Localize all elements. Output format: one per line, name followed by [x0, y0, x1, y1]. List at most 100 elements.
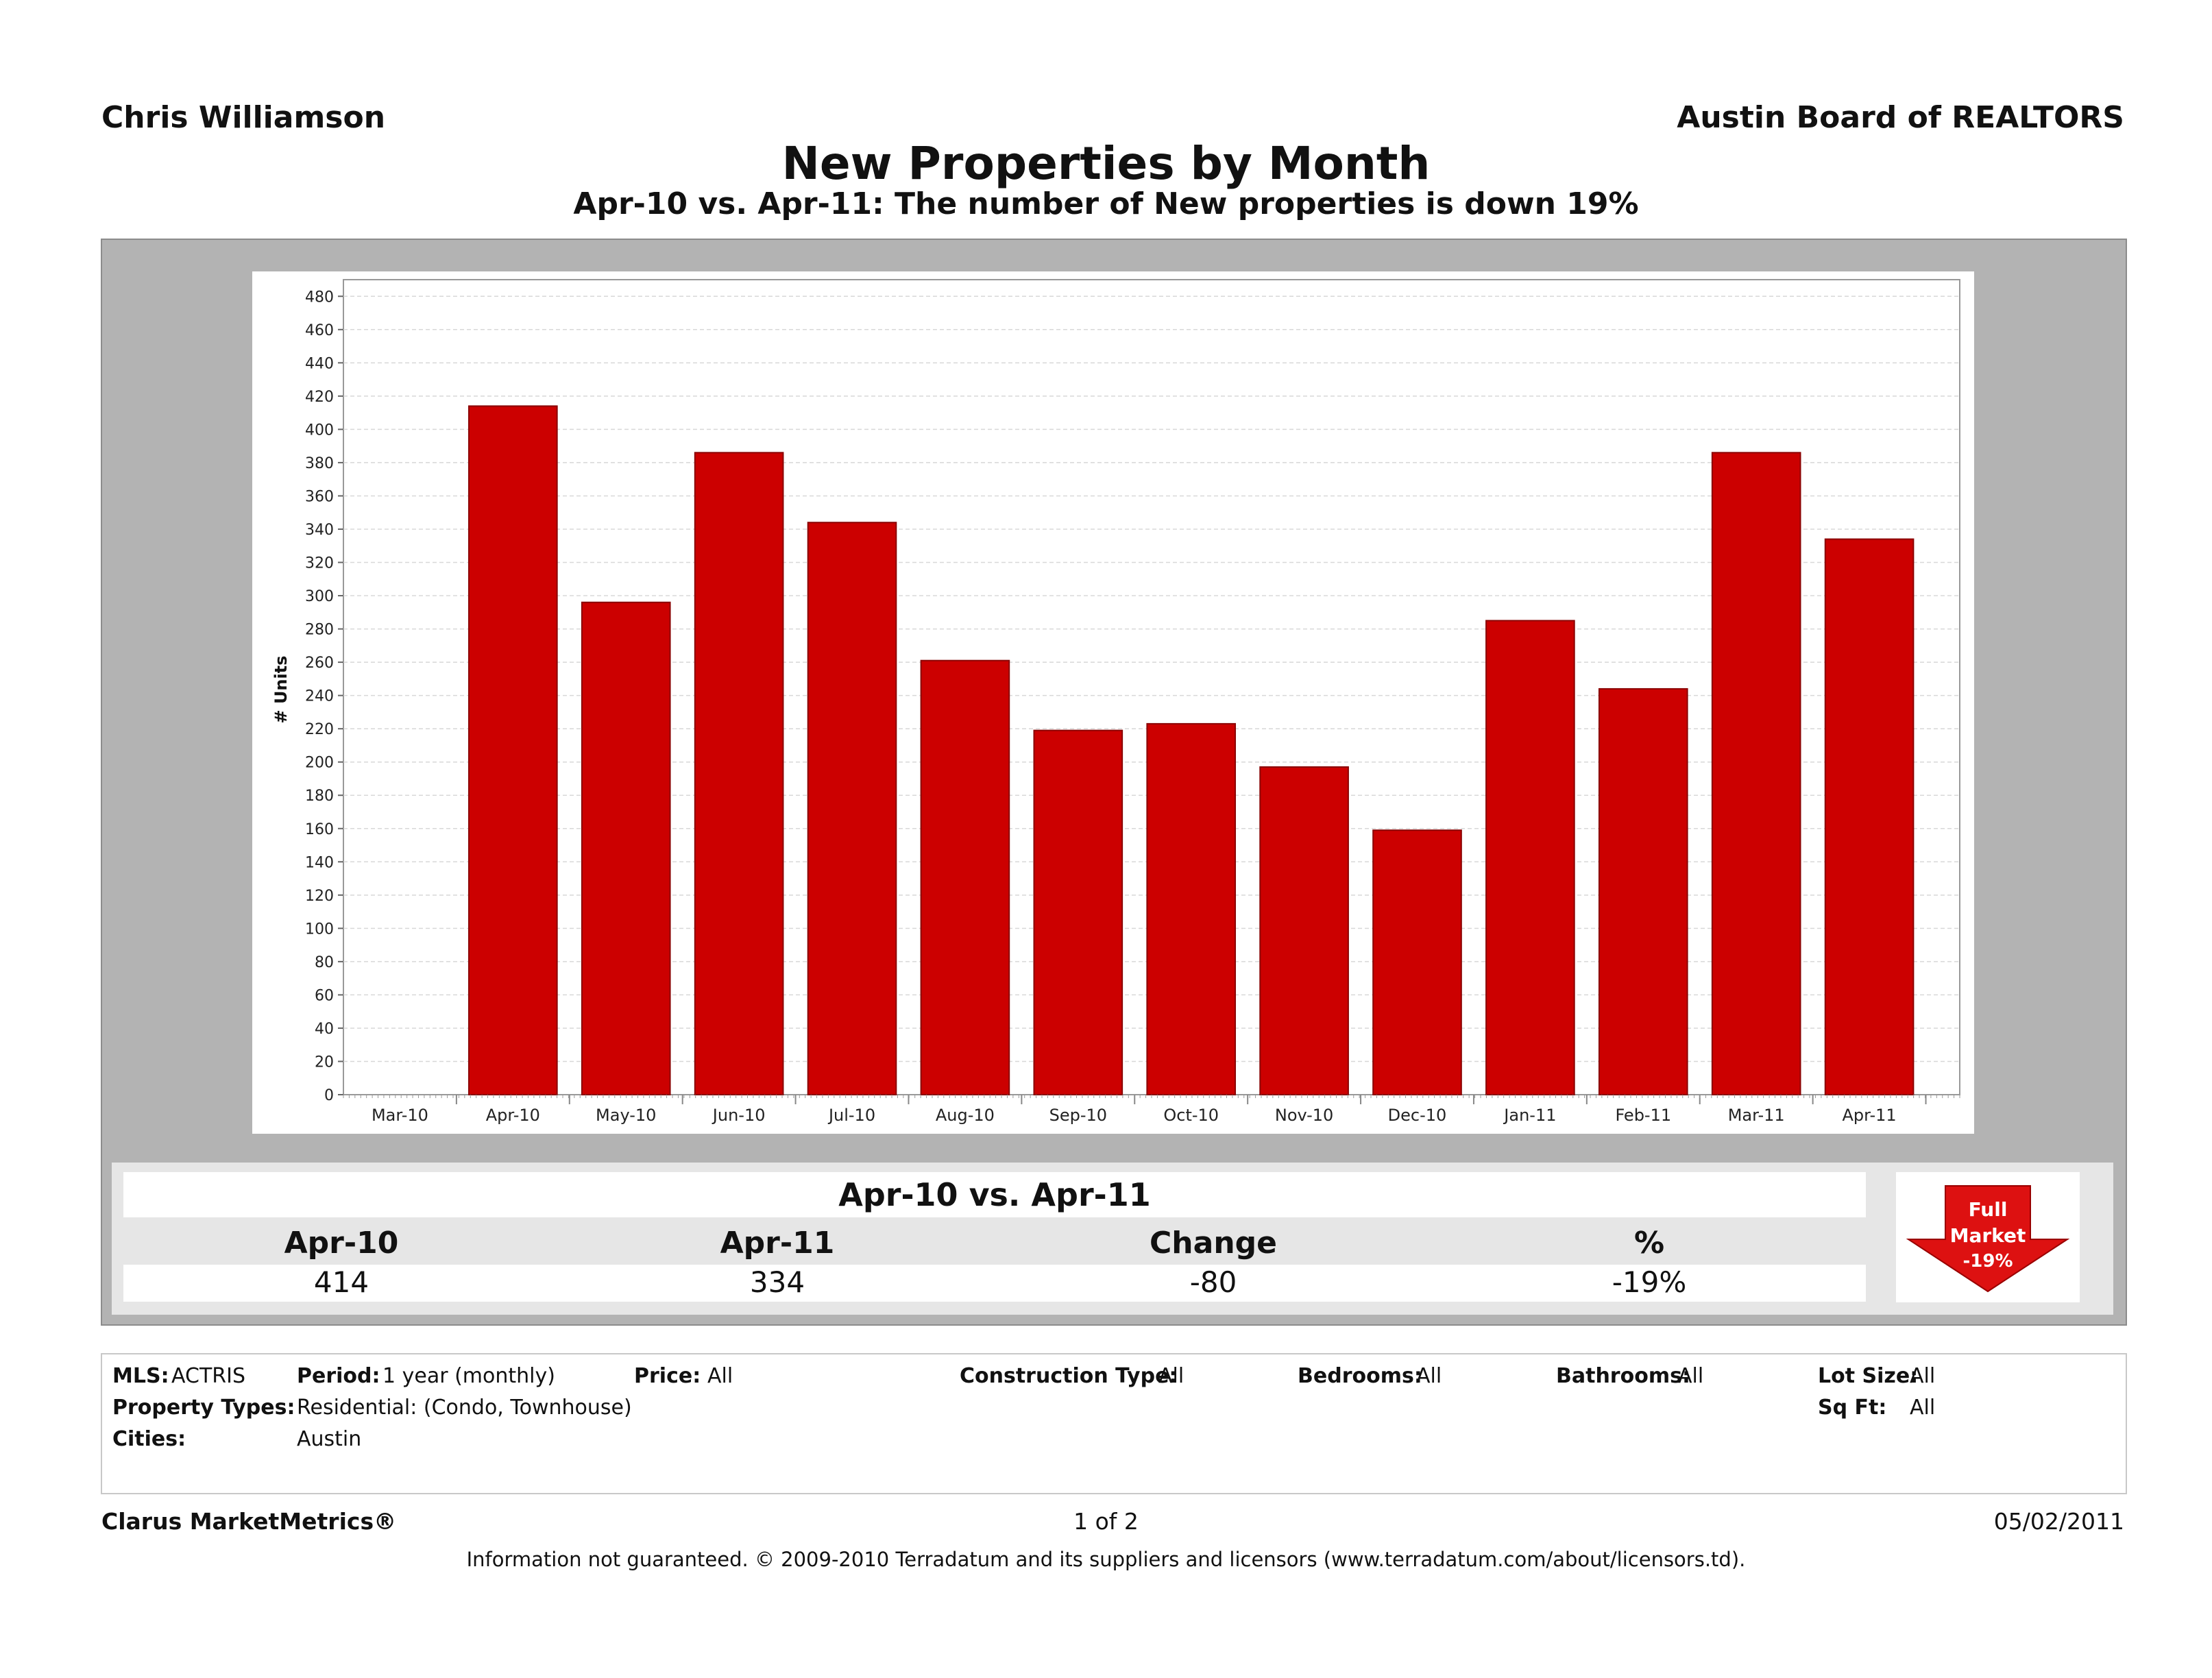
- footer-disclaimer: Information not guaranteed. © 2009-2010 …: [466, 1548, 1746, 1571]
- y-axis: 0 20 40 60 80 100 120 140 160 180 200 220 240 260 280 3…: [305, 289, 343, 1104]
- bar-dec-10: [1372, 829, 1462, 1095]
- summary-apr10-value: 414: [313, 1265, 369, 1299]
- y-tick-label: 180: [305, 788, 334, 805]
- x-tick-label: Nov-10: [1275, 1106, 1333, 1125]
- y-tick-label: 460: [305, 322, 334, 339]
- summary-values-bar: [123, 1265, 1866, 1302]
- bar-jul-10: [807, 522, 897, 1095]
- y-axis-label: # Units: [271, 655, 291, 723]
- filter-property-types-label: Property Types:: [112, 1396, 295, 1420]
- filter-period-label: Period:: [297, 1364, 380, 1388]
- bar-jun-10: [694, 452, 784, 1095]
- y-tick-label: 420: [305, 389, 334, 406]
- filter-property-types-value: Residential: (Condo, Townhouse): [297, 1396, 632, 1420]
- footer-page-number: 1 of 2: [1073, 1508, 1139, 1535]
- y-tick-label: 260: [305, 655, 334, 672]
- y-tick-label: 320: [305, 555, 334, 572]
- filter-bedrooms-value: All: [1416, 1364, 1442, 1388]
- bar-nov-10: [1259, 766, 1349, 1095]
- summary-title-bar: [123, 1172, 1866, 1217]
- bar-oct-10: [1146, 722, 1237, 1095]
- x-tick-label: Apr-10: [486, 1106, 540, 1125]
- down-arrow-icon: Full Market -19%: [1906, 1185, 2070, 1293]
- filter-lot-size-value: All: [1910, 1364, 1936, 1388]
- y-tick-label: 160: [305, 821, 334, 838]
- badge-line1: Full: [1969, 1198, 2008, 1221]
- bar-mar-11: [1711, 452, 1801, 1095]
- filter-bathrooms-label: Bathrooms:: [1556, 1364, 1690, 1388]
- summary-col-apr10-label: Apr-10: [284, 1226, 399, 1261]
- y-tick-label: 240: [305, 688, 334, 705]
- summary-percent-value: -19%: [1612, 1265, 1687, 1299]
- footer-date: 05/02/2011: [1993, 1508, 2124, 1535]
- x-tick-label: Feb-11: [1615, 1106, 1671, 1125]
- y-tick-label: 380: [305, 455, 334, 472]
- x-tick-label: Dec-10: [1388, 1106, 1447, 1125]
- y-tick-label: 80: [315, 954, 334, 971]
- summary-col-change-label: Change: [1150, 1226, 1277, 1261]
- y-tick-label: 300: [305, 588, 334, 605]
- x-tick-label: May-10: [596, 1106, 656, 1125]
- badge-line2: Market: [1950, 1224, 2026, 1247]
- x-tick-label: Mar-10: [372, 1106, 428, 1125]
- y-tick-label: 40: [315, 1021, 334, 1038]
- filter-construction-label: Construction Type:: [960, 1364, 1178, 1388]
- x-tick-label: Jun-10: [712, 1106, 766, 1125]
- summary-change-value: -80: [1189, 1265, 1237, 1299]
- filter-sq-ft-label: Sq Ft:: [1818, 1396, 1887, 1420]
- filter-bedrooms-label: Bedrooms:: [1298, 1364, 1422, 1388]
- x-tick-label: Aug-10: [936, 1106, 995, 1125]
- y-tick-label: 20: [315, 1054, 334, 1071]
- bar-apr-11: [1824, 538, 1915, 1096]
- filter-sq-ft-value: All: [1910, 1396, 1936, 1420]
- y-tick-label: 200: [305, 755, 334, 772]
- y-tick-label: 280: [305, 622, 334, 639]
- bar-chart: 0 20 40 60 80 100 120 140 160 180 200 220 240 260 280 3…: [252, 271, 1974, 1134]
- summary-title: Apr-10 vs. Apr-11: [838, 1176, 1151, 1213]
- y-tick-label: 60: [315, 987, 334, 1004]
- y-tick-label: 0: [324, 1087, 334, 1104]
- agent-name: Chris Williamson: [101, 100, 386, 135]
- x-tick-label: Jan-11: [1503, 1106, 1556, 1125]
- y-tick-label: 440: [305, 355, 334, 372]
- summary-apr11-value: 334: [749, 1265, 805, 1299]
- filter-mls-value: ACTRIS: [171, 1364, 246, 1388]
- x-tick-label: Oct-10: [1163, 1106, 1219, 1125]
- filter-cities-label: Cities:: [112, 1427, 186, 1451]
- y-tick-label: 340: [305, 522, 334, 539]
- filter-cities-value: Austin: [297, 1427, 362, 1451]
- filter-price-value: All: [707, 1364, 733, 1388]
- y-tick-label: 480: [305, 289, 334, 306]
- board-name: Austin Board of REALTORS: [1677, 100, 2124, 135]
- filter-price-label: Price:: [634, 1364, 701, 1388]
- summary-col-apr11-label: Apr-11: [720, 1226, 835, 1261]
- y-tick-label: 100: [305, 921, 334, 938]
- filter-mls-label: MLS:: [112, 1364, 169, 1388]
- x-axis: Mar-10 Apr-10 May-10 Jun-10 Jul-10 Aug-10 Sep-…: [343, 1095, 1960, 1125]
- x-tick-label: Jul-10: [827, 1106, 875, 1125]
- y-tick-label: 400: [305, 422, 334, 439]
- full-market-badge: Full Market -19%: [1896, 1172, 2080, 1302]
- summary-col-percent-label: %: [1633, 1226, 1665, 1261]
- y-tick-label: 120: [305, 888, 334, 905]
- filter-period-value: 1 year (monthly): [382, 1364, 555, 1388]
- filter-lot-size-label: Lot Size:: [1818, 1364, 1919, 1388]
- bar-aug-10: [920, 659, 1010, 1095]
- bar-may-10: [581, 601, 671, 1095]
- bar-sep-10: [1033, 729, 1123, 1095]
- chart-title: New Properties by Month: [781, 137, 1431, 190]
- x-tick-label: Apr-11: [1842, 1106, 1896, 1125]
- bar-jan-11: [1485, 620, 1575, 1095]
- bar-apr-10: [468, 405, 558, 1095]
- footer-brand: Clarus MarketMetrics®: [101, 1508, 397, 1535]
- bar-feb-11: [1598, 688, 1688, 1095]
- filter-panel: [101, 1353, 2127, 1494]
- y-tick-label: 220: [305, 721, 334, 738]
- x-tick-label: Sep-10: [1049, 1106, 1107, 1125]
- y-tick-label: 360: [305, 488, 334, 505]
- badge-line3: -19%: [1962, 1251, 2013, 1272]
- filter-construction-value: All: [1158, 1364, 1184, 1388]
- y-tick-label: 140: [305, 854, 334, 871]
- chart-subtitle: Apr-10 vs. Apr-11: The number of New pro…: [573, 186, 1639, 221]
- bars: [468, 405, 1915, 1096]
